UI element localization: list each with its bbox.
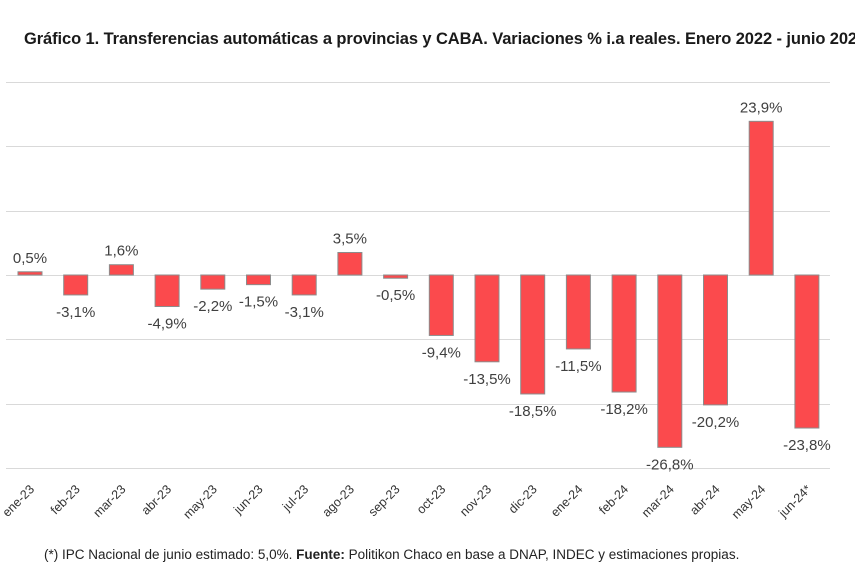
bar-feb-23 <box>63 274 89 296</box>
bar-dic-23 <box>520 274 546 395</box>
data-label-sep-23: -0,5% <box>376 287 415 304</box>
gridlines <box>6 82 830 469</box>
bar-nov-23 <box>474 274 500 363</box>
x-tick-jun-23: jun-23 <box>230 482 265 517</box>
x-tick-mar-24: mar-24 <box>639 482 677 520</box>
bar-may-24 <box>748 120 774 276</box>
data-label-oct-23: -9,4% <box>422 344 461 361</box>
x-tick-ene-24: ene-24 <box>548 482 585 519</box>
data-label-may-23: -2,2% <box>193 298 232 315</box>
data-label-dic-23: -18,5% <box>509 403 557 420</box>
bar-feb-24 <box>611 274 637 393</box>
data-label-abr-23: -4,9% <box>148 316 187 333</box>
bar-ene-24 <box>565 274 591 350</box>
x-tick-abr-24: abr-24 <box>687 482 722 517</box>
bar-mar-24 <box>657 274 683 448</box>
x-axis-ticks: ene-23 feb-23 mar-23 abr-23 may-23 jun-23 jul-… <box>0 482 814 521</box>
data-label-mar-23: 1,6% <box>104 243 138 260</box>
x-tick-may-24: may-24 <box>729 482 768 521</box>
bar-abr-23 <box>154 274 180 308</box>
x-tick-dic-23: dic-23 <box>506 482 540 516</box>
data-label-feb-24: -18,2% <box>600 401 648 418</box>
x-tick-jul-23: jul-23 <box>279 482 311 514</box>
data-label-ago-23: 3,5% <box>333 230 367 247</box>
x-tick-abr-23: abr-23 <box>139 482 174 517</box>
x-tick-mar-23: mar-23 <box>91 482 129 520</box>
bar-sep-23 <box>383 274 409 279</box>
x-tick-jun-24*: jun-24* <box>775 482 814 521</box>
bar-jun-24* <box>794 274 820 429</box>
data-label-nov-23: -13,5% <box>463 371 511 388</box>
bar-jun-23 <box>246 274 271 286</box>
x-tick-may-23: may-23 <box>181 482 220 521</box>
data-label-may-24: 23,9% <box>740 99 783 116</box>
data-label-jul-23: -3,1% <box>285 304 324 321</box>
x-tick-feb-23: feb-23 <box>48 482 83 517</box>
footnote-source-label: Fuente: <box>296 547 345 562</box>
bar-jul-23 <box>291 274 317 296</box>
footnote-source-text: Politikon Chaco en base a DNAP, INDEC y … <box>344 547 740 562</box>
footnote: (*) IPC Nacional de junio estimado: 5,0%… <box>44 547 739 562</box>
footnote-note: (*) IPC Nacional de junio estimado: 5,0%… <box>44 547 297 562</box>
data-label-mar-24: -26,8% <box>646 456 694 473</box>
x-tick-sep-23: sep-23 <box>366 482 403 519</box>
chart-title: Gráfico 1. Transferencias automáticas a … <box>24 30 855 48</box>
data-label-ene-24: -11,5% <box>555 358 601 375</box>
x-tick-feb-24: feb-24 <box>596 482 631 517</box>
bar-ene-23 <box>17 271 43 276</box>
data-label-ene-23: 0,5% <box>13 250 47 267</box>
x-tick-nov-23: nov-23 <box>457 482 494 519</box>
data-label-jun-24*: -23,8% <box>783 437 831 454</box>
bar-oct-23 <box>428 274 454 336</box>
x-tick-oct-23: oct-23 <box>414 482 448 516</box>
bar-mar-23 <box>108 264 134 276</box>
x-tick-ene-23: ene-23 <box>0 482 37 519</box>
x-tick-ago-23: ago-23 <box>320 482 357 519</box>
bar-ago-23 <box>337 251 363 276</box>
data-label-feb-23: -3,1% <box>56 304 95 321</box>
bar-may-23 <box>200 274 226 290</box>
data-label-abr-24: -20,2% <box>692 414 740 431</box>
bar-abr-24 <box>703 274 728 406</box>
data-labels: 0,5% -3,1% 1,6% -4,9% -2,2% -1,5% -3,1% 3,5% -0,… <box>13 99 831 473</box>
bars <box>17 120 820 448</box>
data-label-jun-23: -1,5% <box>239 294 278 311</box>
